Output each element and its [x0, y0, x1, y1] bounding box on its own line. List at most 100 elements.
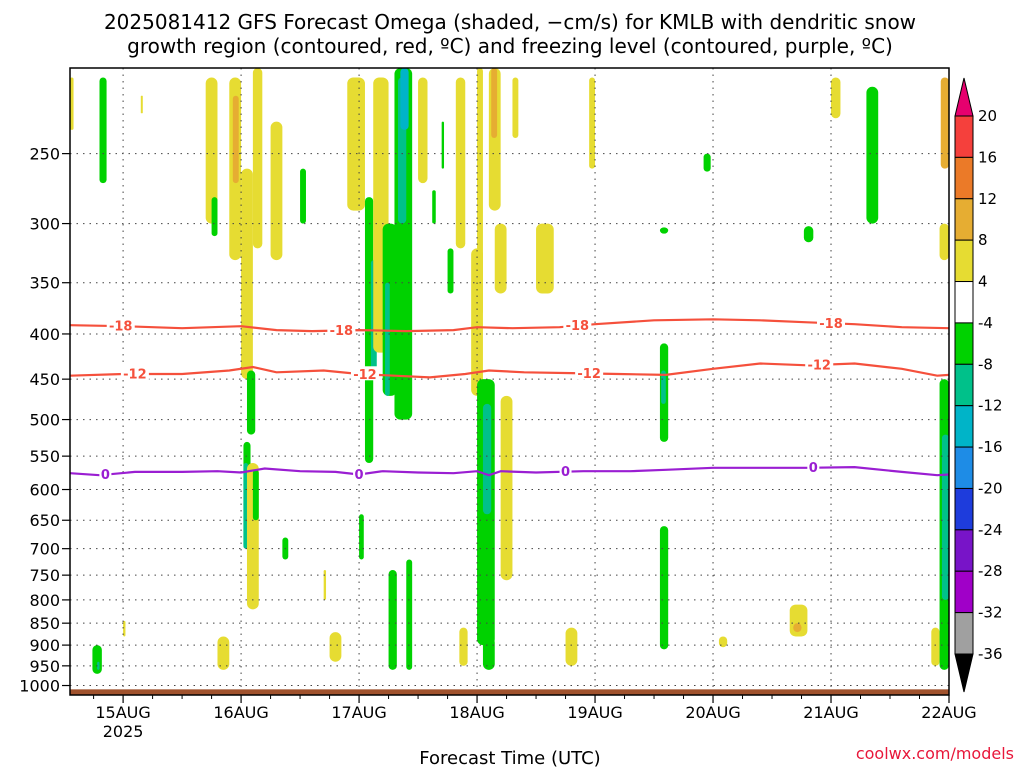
chart-title-line1: 2025081412 GFS Forecast Omega (shaded, −… [104, 10, 916, 34]
contour-line [69, 465, 950, 477]
y-tick-label: 500 [29, 411, 60, 430]
x-tick-label: 22AUG [921, 703, 976, 722]
omega-cell [491, 68, 498, 138]
contour-label-bg [353, 466, 366, 481]
contour-label: -18 [819, 317, 843, 332]
colorbar-box [954, 529, 974, 572]
colorbar-box [954, 612, 974, 655]
contour-label-bg [559, 463, 572, 478]
y-tick-label: 900 [29, 636, 60, 655]
omega-cell [866, 86, 879, 224]
omega-cell [323, 569, 327, 600]
colorbar-box [954, 156, 974, 200]
omega-cell [388, 569, 397, 670]
omega-cell [70, 77, 74, 130]
omega-cell [432, 190, 436, 224]
omega-cell [718, 636, 728, 648]
colorbar-label: 20 [978, 107, 997, 125]
y-axis: 250 300 350 400 450 500 550 600 650 700 750 800 850 9… [19, 145, 70, 696]
colorbar-bottom-arrow [954, 653, 974, 693]
omega-cell [385, 282, 390, 396]
colorbar-label: -32 [978, 604, 1003, 622]
omega-cell [241, 168, 253, 380]
y-tick-label: 1000 [19, 677, 60, 696]
credit-text: coolwx.com/models [856, 744, 1014, 763]
omega-cell [659, 526, 669, 650]
colorbar-label: -16 [978, 438, 1003, 456]
contour-line [69, 318, 950, 333]
y-tick-label: 250 [29, 145, 60, 164]
omega-shading-layer [70, 68, 949, 674]
omega-cell [329, 632, 342, 662]
omega-cell [565, 627, 578, 666]
y-tick-label: 350 [29, 274, 60, 293]
omega-cell [831, 77, 841, 119]
omega-cell [459, 627, 468, 666]
colorbar-box [954, 115, 974, 158]
x-year-label: 2025 [103, 722, 144, 741]
ground-layer [70, 689, 949, 695]
colorbar-label: -4 [978, 314, 993, 332]
contour-label: -12 [577, 367, 601, 382]
colorbar-label: 12 [978, 190, 997, 208]
x-tick-label: 16AUG [213, 703, 268, 722]
omega-cell [931, 627, 940, 666]
omega-cell [940, 77, 949, 169]
omega-cell [536, 223, 554, 294]
y-tick-label: 600 [29, 481, 60, 500]
omega-cell [246, 370, 256, 435]
colorbar-box [954, 570, 974, 614]
chart-title-line2: growth region (contoured, red, ºC) and f… [127, 34, 893, 58]
colorbar-box [954, 239, 974, 283]
contour-label: -18 [566, 319, 590, 334]
y-tick-label: 850 [29, 614, 60, 633]
omega-cell [270, 121, 283, 261]
contour-label: -12 [123, 367, 147, 382]
x-tick-label: 21AUG [803, 703, 858, 722]
omega-cell [941, 434, 949, 600]
contour-label-bg [350, 366, 379, 381]
plot-area: -18 -18 -18 -18 -12 -12 -12 -12 0 0 0 0 [69, 67, 950, 696]
colorbar-box [954, 363, 974, 407]
x-tick-label: 15AUG [95, 703, 150, 722]
contour-label-bg [106, 318, 135, 333]
omega-cell [482, 403, 492, 515]
omega-cell [123, 620, 126, 637]
omega-cell [441, 121, 445, 169]
omega-cell [140, 95, 143, 114]
omega-cell [97, 661, 100, 670]
omega-cell [252, 68, 263, 249]
colorbar-box [954, 446, 974, 489]
omega-cell [659, 227, 669, 234]
y-tick-label: 650 [29, 511, 60, 530]
omega-cell [939, 223, 949, 261]
omega-cell [400, 68, 409, 130]
omega-cell [99, 77, 107, 184]
omega-cell [447, 248, 454, 294]
contour-label: 0 [809, 461, 818, 476]
colorbar-box [954, 281, 974, 324]
y-tick-label: 550 [29, 447, 60, 466]
colorbar-label: 4 [978, 273, 988, 291]
colorbar-label: -12 [978, 397, 1003, 415]
colorbar-label: 16 [978, 148, 997, 166]
omega-cell [406, 559, 413, 670]
y-tick-label: 300 [29, 215, 60, 234]
omega-cell [359, 514, 364, 560]
omega-cell [455, 77, 466, 249]
x-axis: 15AUG 16AUG 17AUG 18AUG 19AUG 20AUG 21AUG 22AUG… [93, 695, 977, 741]
omega-cell [803, 226, 814, 243]
contour-label: -12 [807, 358, 831, 373]
omega-cell [512, 77, 519, 138]
colorbar-box [954, 487, 974, 531]
contour-label: -18 [109, 320, 133, 335]
contour-label: -12 [353, 368, 377, 383]
omega-cell [300, 168, 306, 224]
omega-cell [793, 623, 802, 633]
omega-cell [217, 636, 230, 670]
omega-cell [211, 197, 218, 237]
contour-label-bg [563, 317, 592, 332]
x-tick-label: 19AUG [567, 703, 622, 722]
colorbar-label: -20 [978, 479, 1003, 497]
contour-label-bg [575, 365, 604, 380]
